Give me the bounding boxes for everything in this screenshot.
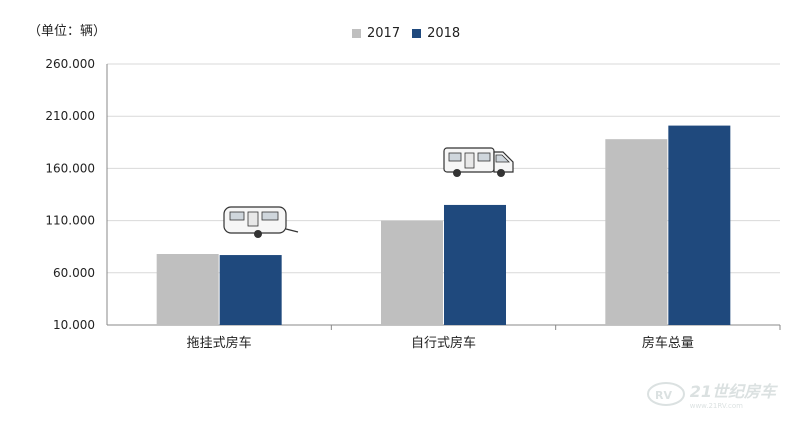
y-tick-label: 210.000	[45, 109, 95, 123]
x-tick-label: 自行式房车	[411, 335, 476, 351]
unit-label: （单位：辆）	[28, 24, 107, 39]
legend-swatch-2017	[352, 29, 361, 38]
legend: 2017 2018	[352, 26, 466, 41]
bar-2017-0	[156, 254, 219, 325]
watermark: RV 21世纪房车 www.21RV.com	[646, 378, 776, 410]
bar-2018-1	[444, 204, 506, 325]
grid-lines	[107, 63, 780, 274]
y-tick-labels: 10.000 60.000 110.000 160.000 210.000 260.000	[45, 57, 95, 332]
bar-2017-1	[381, 220, 443, 325]
bar-2018-0	[219, 255, 282, 325]
legend-label-2018: 2018	[427, 26, 461, 41]
bars	[156, 125, 731, 325]
x-tick-label: 拖挂式房车	[187, 335, 252, 351]
motorhome-icon	[443, 147, 514, 177]
y-tick-label: 160.000	[45, 161, 95, 175]
watermark-url: www.21RV.com	[689, 402, 743, 410]
y-tick-label: 260.000	[45, 57, 95, 71]
y-tick-label: 60.000	[53, 266, 95, 280]
y-tick-label: 10.000	[53, 318, 95, 332]
legend-label-2017: 2017	[367, 26, 401, 41]
axes	[106, 64, 781, 330]
legend-item-2018: 2018	[412, 26, 460, 41]
caravan-icon	[223, 206, 299, 238]
legend-swatch-2018	[412, 29, 422, 38]
x-tick-labels: 拖挂式房车 自行式房车 房车总量	[187, 335, 694, 351]
svg-text:RV: RV	[655, 389, 672, 402]
watermark-logo-icon: RV	[646, 382, 685, 406]
y-tick-label: 110.000	[45, 214, 95, 228]
x-tick-label: 房车总量	[642, 335, 694, 351]
bar-2017-2	[605, 139, 668, 325]
legend-item-2017: 2017	[352, 26, 400, 41]
watermark-brand: 21世纪房车	[689, 382, 776, 401]
bar-2018-2	[668, 125, 731, 325]
